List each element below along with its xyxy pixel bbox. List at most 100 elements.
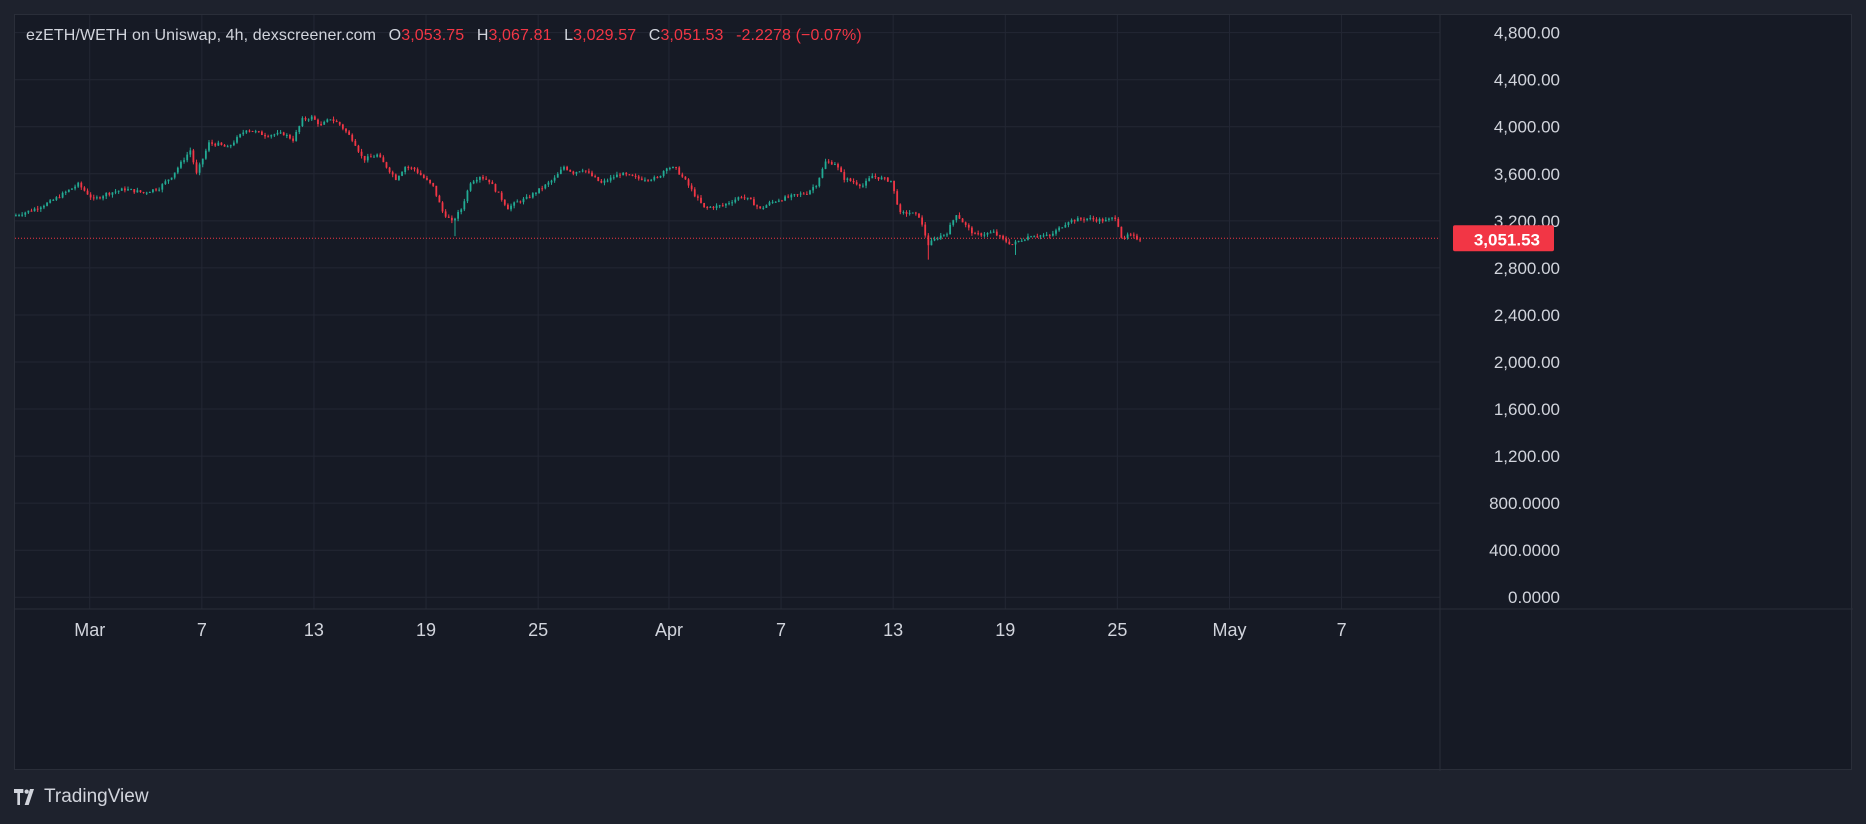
price-tick-label: 4,000.00 bbox=[1494, 118, 1560, 137]
candle-body bbox=[852, 180, 855, 183]
candle-body bbox=[768, 202, 771, 206]
open-value: 3,053.75 bbox=[401, 27, 465, 44]
candle-body bbox=[591, 172, 593, 177]
candle-body bbox=[765, 205, 768, 208]
candle-body bbox=[450, 217, 453, 221]
candle-body bbox=[49, 200, 52, 203]
candle-body bbox=[211, 142, 213, 144]
candle-body bbox=[133, 189, 136, 193]
time-tick-label: 25 bbox=[1107, 620, 1127, 640]
candle-body bbox=[805, 193, 808, 195]
candle-body bbox=[83, 187, 86, 191]
candle-body bbox=[1104, 219, 1107, 222]
candle-body bbox=[46, 202, 48, 206]
candle-body bbox=[176, 167, 179, 173]
candle-body bbox=[625, 172, 628, 175]
candle-body bbox=[662, 171, 665, 176]
price-chart[interactable]: 0.0000 400.0000 800.0000 1,200.00 1,600.00 2,… bbox=[15, 15, 1853, 771]
candle-body bbox=[345, 128, 347, 132]
candle-body bbox=[787, 196, 790, 198]
candle-body bbox=[285, 134, 288, 136]
chart-area[interactable]: 0.0000 400.0000 800.0000 1,200.00 1,600.00 2,… bbox=[14, 14, 1853, 771]
candle-body bbox=[27, 210, 30, 213]
candle-body bbox=[1023, 239, 1026, 241]
axes: 0.0000 400.0000 800.0000 1,200.00 1,600.00 2,… bbox=[15, 15, 1853, 771]
candle-body bbox=[485, 178, 488, 180]
candle-body bbox=[1017, 240, 1020, 242]
candle-body bbox=[833, 164, 836, 166]
candle-body bbox=[865, 180, 867, 186]
candle-body bbox=[158, 189, 161, 191]
candle-body bbox=[254, 131, 257, 133]
candle-body bbox=[650, 179, 653, 181]
candle-body bbox=[198, 164, 201, 173]
candle-body bbox=[606, 180, 609, 182]
candle-body bbox=[189, 150, 192, 155]
time-tick-label: 7 bbox=[1337, 620, 1347, 640]
grid bbox=[15, 15, 1440, 609]
time-tick-label: Apr bbox=[655, 620, 683, 640]
candle-body bbox=[1129, 234, 1132, 236]
candle-body bbox=[964, 222, 967, 225]
candle-body bbox=[569, 169, 572, 172]
candle-body bbox=[1086, 218, 1089, 220]
candle-body bbox=[64, 191, 67, 193]
candle-body bbox=[1061, 227, 1064, 229]
candle-body bbox=[136, 190, 139, 193]
candle-body bbox=[164, 181, 167, 185]
open-label: O bbox=[388, 27, 402, 44]
candle-body bbox=[749, 197, 752, 200]
time-tick-label: 7 bbox=[197, 620, 207, 640]
candle-body bbox=[961, 218, 964, 223]
candle-body bbox=[927, 235, 930, 246]
candle-body bbox=[507, 204, 509, 210]
candle-body bbox=[214, 143, 217, 146]
candle-body bbox=[52, 199, 55, 201]
candle-body bbox=[647, 179, 649, 181]
candle-body bbox=[858, 184, 861, 187]
candle-body bbox=[145, 192, 148, 194]
candle-body bbox=[289, 134, 291, 139]
candle-body bbox=[746, 197, 749, 199]
candle-body bbox=[809, 190, 811, 195]
candle-body bbox=[95, 197, 98, 199]
price-tick-label: 800.0000 bbox=[1489, 494, 1560, 513]
candle-body bbox=[401, 172, 403, 176]
candle-body bbox=[949, 224, 952, 235]
candle-body bbox=[1039, 235, 1042, 237]
candle-body bbox=[295, 131, 298, 141]
candle-body bbox=[354, 140, 357, 146]
candle-body bbox=[902, 211, 905, 213]
candle-body bbox=[1083, 219, 1085, 221]
candle-body bbox=[108, 192, 111, 195]
candle-body bbox=[581, 170, 584, 172]
candle-body bbox=[217, 142, 220, 146]
candle-body bbox=[226, 146, 229, 148]
candle-body bbox=[183, 160, 185, 162]
candle-body bbox=[1101, 219, 1104, 222]
candle-body bbox=[89, 194, 92, 198]
candle-body bbox=[148, 192, 151, 194]
candle-body bbox=[837, 164, 839, 168]
candle-body bbox=[232, 142, 235, 146]
candle-body bbox=[127, 189, 129, 191]
candle-body bbox=[893, 180, 895, 192]
candle-body bbox=[488, 179, 491, 183]
candle-body bbox=[363, 155, 366, 161]
tradingview-logo[interactable]: TradingView bbox=[14, 786, 149, 808]
candle-body bbox=[267, 136, 270, 138]
candle-body bbox=[478, 177, 481, 180]
candle-body bbox=[796, 194, 799, 196]
candle-body bbox=[105, 192, 108, 197]
candle-body bbox=[908, 212, 911, 214]
candle-body bbox=[21, 214, 24, 216]
candle-body bbox=[921, 217, 923, 225]
candle-body bbox=[974, 233, 976, 235]
candle-body bbox=[117, 190, 120, 192]
candle-body bbox=[1011, 244, 1014, 246]
candle-body bbox=[239, 134, 242, 138]
candle-body bbox=[693, 189, 696, 197]
candle-body bbox=[877, 177, 880, 180]
last-price-badge bbox=[1453, 225, 1554, 252]
candle-body bbox=[460, 209, 463, 212]
